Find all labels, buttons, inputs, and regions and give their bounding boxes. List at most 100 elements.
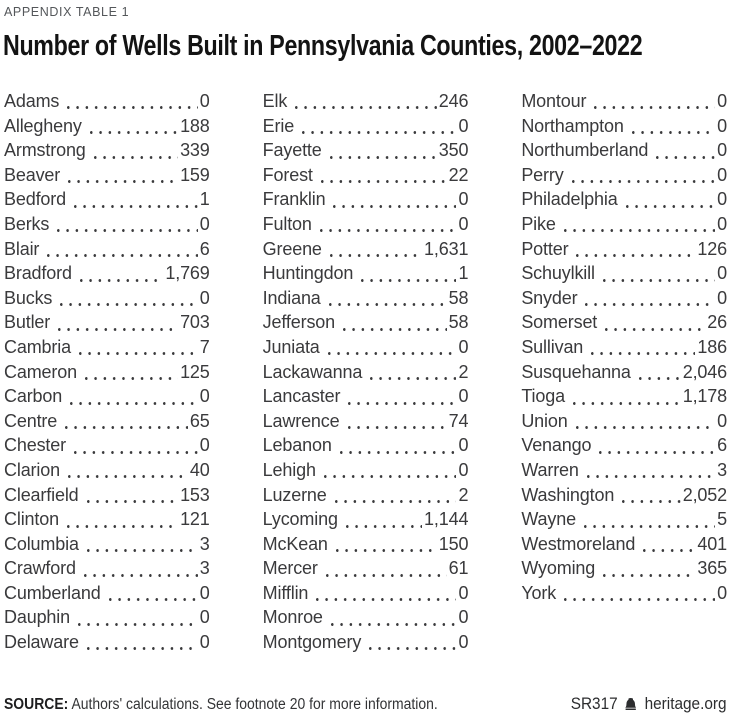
county-name: Montgomery xyxy=(262,632,362,653)
county-value: 0 xyxy=(458,582,469,603)
table-row: Juniata 0 xyxy=(262,334,469,360)
dot-leader xyxy=(74,261,164,286)
table-row: Armstrong 339 xyxy=(4,138,210,163)
county-name: Northumberland xyxy=(521,140,649,161)
county-name: Lycoming xyxy=(262,509,338,530)
table-row: Lebanon 0 xyxy=(263,433,468,458)
county-name: Schuylkill xyxy=(521,263,595,284)
dot-leader xyxy=(314,211,457,237)
dot-leader xyxy=(566,162,716,188)
table-row: Butler 703 xyxy=(4,310,210,335)
table-row: Lancaster 0 xyxy=(263,384,468,409)
dot-leader xyxy=(79,359,179,385)
dot-leader xyxy=(330,531,437,557)
county-value: 150 xyxy=(438,533,469,554)
county-value: 3 xyxy=(199,533,210,554)
source-text: Authors' calculations. See footnote 20 f… xyxy=(68,696,438,713)
county-name: Dauphin xyxy=(4,607,71,628)
wells-table: Adams 0 Allegheny 188 Armstrong 339 Beaver 159 B… xyxy=(4,89,727,655)
county-name: Bucks xyxy=(4,287,53,308)
report-number: SR317 xyxy=(571,695,619,713)
table-row: Clinton 121 xyxy=(4,507,210,532)
county-name: Lackawanna xyxy=(262,361,363,382)
dot-leader xyxy=(103,580,198,606)
county-value: 0 xyxy=(458,115,469,136)
county-value: 22 xyxy=(448,164,469,185)
county-name: Berks xyxy=(4,213,50,234)
county-value: 1,769 xyxy=(165,263,210,284)
county-value: 365 xyxy=(697,558,727,579)
dot-leader xyxy=(290,89,437,114)
county-name: Cumberland xyxy=(4,582,101,603)
dot-leader xyxy=(324,236,423,262)
county-value: 1,144 xyxy=(424,509,469,530)
county-name: Fayette xyxy=(262,140,322,161)
dot-leader xyxy=(567,384,681,409)
dot-leader xyxy=(356,261,457,286)
county-name: Snyder xyxy=(521,287,578,308)
county-name: Centre xyxy=(4,410,58,431)
county-value: 0 xyxy=(717,263,727,284)
county-name: York xyxy=(521,582,557,603)
table-row: Forest 22 xyxy=(263,162,469,188)
table-row: Dauphin 0 xyxy=(4,605,210,631)
county-name: Jefferson xyxy=(262,312,336,333)
dot-leader xyxy=(318,457,457,483)
table-row: Luzerne 2 xyxy=(263,482,468,508)
liberty-bell-icon xyxy=(625,697,639,712)
dot-leader xyxy=(65,384,198,409)
county-value: 188 xyxy=(180,115,210,136)
table-row: Wayne 5 xyxy=(521,507,727,532)
county-value: 40 xyxy=(189,459,210,480)
dot-leader xyxy=(580,285,716,311)
table-row: Pike 0 xyxy=(521,211,727,237)
table-row: Lackawanna 2 xyxy=(262,359,468,385)
county-name: Philadelphia xyxy=(521,189,618,210)
table-row: Bedford 1 xyxy=(4,187,210,212)
county-value: 0 xyxy=(717,287,727,308)
county-name: Warren xyxy=(521,459,579,480)
dot-leader xyxy=(73,334,198,360)
county-name: Juniata xyxy=(262,336,320,357)
table-column: Elk 246 Erie 0 Fayette 350 Forest 22 Franklin 0 Fu… xyxy=(262,89,469,655)
table-row: Snyder 0 xyxy=(521,285,727,311)
county-value: 3 xyxy=(717,459,727,480)
table-row: Union 0 xyxy=(521,408,727,434)
county-value: 1,631 xyxy=(424,238,469,259)
table-row: Perry 0 xyxy=(521,162,727,188)
county-value: 1 xyxy=(199,189,210,210)
county-value: 3 xyxy=(199,558,210,579)
county-name: Fulton xyxy=(262,213,312,234)
table-row: Delaware 0 xyxy=(4,630,210,655)
dot-leader xyxy=(570,408,716,434)
dot-leader xyxy=(620,187,716,212)
table-row: Adams 0 xyxy=(4,89,210,114)
county-value: 6 xyxy=(717,435,727,456)
dot-leader xyxy=(68,433,198,458)
dot-leader xyxy=(324,138,437,163)
table-row: Westmoreland 401 xyxy=(521,531,727,557)
county-value: 1 xyxy=(458,263,469,284)
dot-leader xyxy=(81,531,198,557)
table-column: Adams 0 Allegheny 188 Armstrong 339 Beaver 159 B… xyxy=(4,89,210,655)
dot-leader xyxy=(42,236,198,262)
county-name: Bedford xyxy=(4,189,66,210)
table-row: Northampton 0 xyxy=(521,113,727,139)
table-row: Washington 2,052 xyxy=(521,482,727,508)
table-row: Warren 3 xyxy=(521,457,727,483)
footer-site-text: heritage.org xyxy=(645,695,727,713)
county-value: 0 xyxy=(458,336,469,357)
dot-leader xyxy=(81,482,179,508)
county-value: 0 xyxy=(458,459,469,480)
county-value: 0 xyxy=(199,287,210,308)
dot-leader xyxy=(315,162,447,188)
dot-leader xyxy=(340,507,423,532)
county-value: 0 xyxy=(717,410,727,431)
table-row: Sullivan 186 xyxy=(521,334,727,360)
county-name: Monroe xyxy=(262,607,323,628)
county-name: Beaver xyxy=(4,164,61,185)
county-value: 126 xyxy=(697,238,727,259)
county-name: Bradford xyxy=(4,263,72,284)
table-row: Beaver 159 xyxy=(4,162,210,188)
dot-leader xyxy=(343,384,457,409)
